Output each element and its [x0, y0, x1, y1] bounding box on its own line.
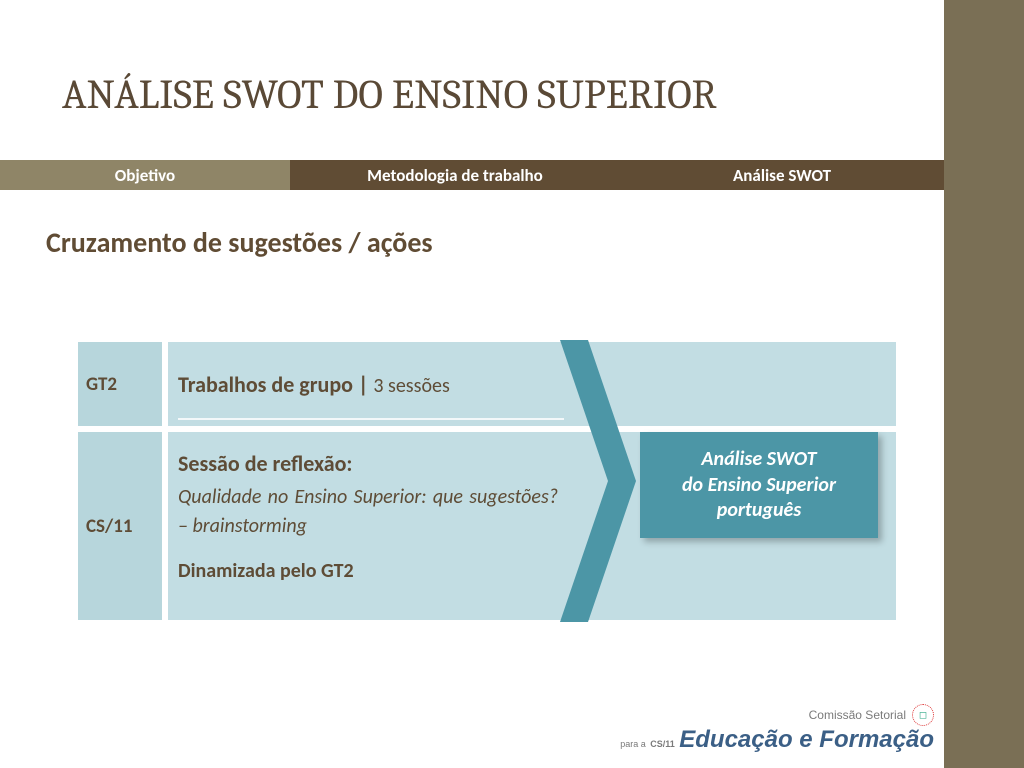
- section-subtitle: Cruzamento de sugestões / ações: [46, 225, 433, 260]
- row-gt2-body: Trabalhos de grupo | 3 sessões: [168, 342, 896, 426]
- logo-mid2: CS/11: [650, 739, 675, 749]
- footer-logo: Comissão Setorial ◻ para a CS/11 Educaçã…: [620, 704, 934, 754]
- chevron-arrow-icon: [560, 340, 640, 622]
- gt2-title: Trabalhos de grupo: [178, 371, 353, 398]
- tab-objetivo: Objetivo: [0, 160, 290, 190]
- swot-line2a: do Ensino Superior: [682, 473, 836, 497]
- logo-main-text: Educação e Formação: [679, 726, 934, 753]
- row-gt2: GT2 Trabalhos de grupo | 3 sessões: [78, 342, 896, 426]
- logo-small-text: Comissão Setorial: [809, 708, 906, 722]
- swot-line2: do Ensino Superior português: [682, 473, 836, 523]
- slide-content: ANÁLISE SWOT DO ENSINO SUPERIOR Objetivo…: [0, 0, 944, 768]
- row-cs11-label: CS/11: [78, 432, 162, 620]
- tab-analise-swot: Análise SWOT: [620, 160, 944, 190]
- row-divider: [178, 418, 564, 420]
- logo-mid1: para a: [620, 739, 646, 749]
- gt2-sep: |: [353, 371, 373, 398]
- cs11-title: Sessão de reflexão:: [178, 450, 576, 477]
- swot-result-box: Análise SWOT do Ensino Superior portuguê…: [640, 432, 878, 538]
- cs11-foot: Dinamizada pelo GT2: [178, 559, 576, 583]
- gt2-sub: 3 sessões: [373, 374, 449, 398]
- row-gt2-label: GT2: [78, 342, 162, 426]
- right-sidebar: [944, 0, 1024, 768]
- tab-bar: Objetivo Metodologia de trabalho Análise…: [0, 160, 944, 190]
- slide-title: ANÁLISE SWOT DO ENSINO SUPERIOR: [62, 72, 717, 119]
- swot-line2b: português: [717, 498, 801, 522]
- swot-line1: Análise SWOT: [701, 447, 816, 471]
- cs11-body: Qualidade no Ensino Superior: que sugest…: [178, 483, 558, 541]
- logo-circle-icon: ◻: [912, 704, 934, 726]
- tab-metodologia: Metodologia de trabalho: [290, 160, 620, 190]
